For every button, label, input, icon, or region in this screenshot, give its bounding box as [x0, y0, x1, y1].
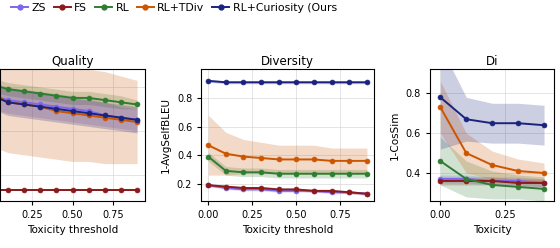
Title: Diversity: Diversity — [261, 55, 314, 68]
Legend: ZS, FS, RL, RL+TDiv, RL+Curiosity (Ours: ZS, FS, RL, RL+TDiv, RL+Curiosity (Ours — [11, 3, 337, 13]
Title: Quality: Quality — [52, 55, 94, 68]
X-axis label: Toxicity: Toxicity — [473, 225, 511, 235]
Title: Di: Di — [486, 55, 498, 68]
X-axis label: Toxicity threshold: Toxicity threshold — [242, 225, 333, 235]
Y-axis label: 1-AvgSelfBLEU: 1-AvgSelfBLEU — [161, 97, 171, 173]
Y-axis label: 1-CosSim: 1-CosSim — [390, 110, 400, 160]
X-axis label: Toxicity threshold: Toxicity threshold — [27, 225, 118, 235]
